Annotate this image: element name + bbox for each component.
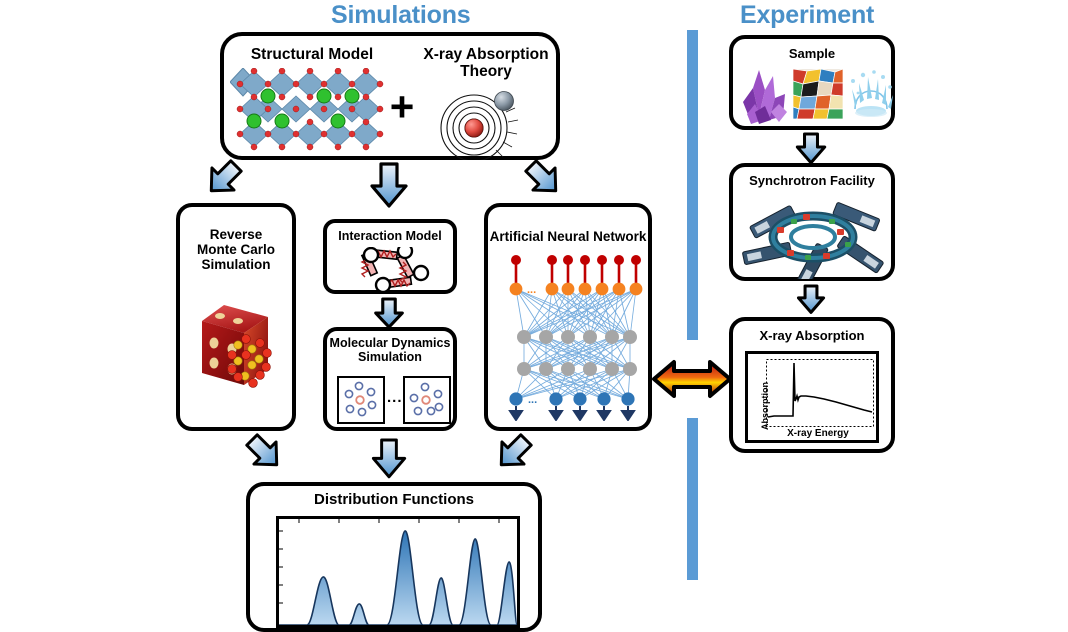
- perovskite-lattice-icon: [230, 68, 384, 151]
- arrow-sample-to-synchrotron: [795, 132, 827, 165]
- artificial-neural-network-box[interactable]: Artificial Neural Network: [484, 203, 652, 431]
- ann-label: Artificial Neural Network: [489, 229, 647, 244]
- arrow-rmc-to-distribution: [245, 433, 279, 467]
- distribution-axis-ticks: [279, 519, 500, 604]
- plus-symbol: +: [389, 83, 415, 130]
- md-label-line1: Molecular Dynamics: [329, 336, 451, 350]
- md-particles-first: [344, 381, 377, 417]
- svg-text:...: ...: [528, 394, 537, 406]
- rmc-label-line3: Simulation: [201, 257, 271, 273]
- water-splash-image: [851, 70, 893, 117]
- rmc-label-line1: Reverse: [209, 227, 263, 242]
- distribution-functions-label: Distribution Functions: [314, 491, 474, 508]
- synchrotron-ring-icon: [742, 202, 884, 279]
- figure-canvas: Simulations Experiment Structural Model …: [176, 1, 895, 632]
- colored-glass-fragments-image: [793, 69, 843, 119]
- xray-absorption-theory-label: X-ray Absorption Theory: [412, 46, 560, 81]
- spring-bonded-atoms-icon: [360, 247, 430, 293]
- dice-with-atoms-icon: [202, 305, 272, 388]
- molecular-dynamics-box[interactable]: Molecular Dynamics Simulation ...: [323, 327, 457, 431]
- xray-absorption-box[interactable]: X-ray Absorption Absorption X-ray Energy: [729, 317, 895, 453]
- md-label: Molecular Dynamics Simulation: [327, 336, 453, 364]
- sample-label: Sample: [788, 46, 836, 61]
- rmc-label-line2: Monte Carlo: [196, 242, 275, 258]
- experiment-column-title: Experiment: [740, 1, 875, 29]
- xas-x-axis-label: X-ray Energy: [787, 428, 849, 439]
- column-divider-upper: [687, 30, 698, 340]
- sample-box[interactable]: Sample: [729, 35, 895, 130]
- md-label-line2: Simulation: [358, 350, 422, 364]
- structural-model-theory-box[interactable]: Structural Model X-ray Absorption Theory: [220, 32, 560, 160]
- md-ellipsis: ...: [387, 389, 403, 406]
- arrow-interaction-to-md: [374, 297, 404, 329]
- column-divider-lower: [687, 418, 698, 580]
- arrow-sim-exp-exchange[interactable]: [652, 360, 732, 398]
- interaction-model-label: Interaction Model: [338, 229, 442, 243]
- svg-text:...: ...: [527, 284, 536, 296]
- simulations-column-title: Simulations: [331, 1, 471, 29]
- arrow-top-to-ann: [524, 159, 558, 193]
- md-snapshot-panel-last: [403, 376, 451, 424]
- interaction-model-box[interactable]: Interaction Model: [323, 219, 457, 294]
- synchrotron-facility-label: Synchrotron Facility: [749, 173, 875, 188]
- xray-absorption-label: X-ray Absorption: [759, 328, 865, 343]
- arrow-ann-to-distribution: [499, 433, 533, 467]
- distribution-functions-plot: [276, 516, 520, 628]
- distribution-functions-box[interactable]: Distribution Functions: [246, 482, 542, 632]
- purple-crystal-image: [743, 70, 787, 124]
- xray-absorption-plot: Absorption X-ray Energy: [745, 351, 879, 443]
- md-snapshot-panel-first: [337, 376, 385, 424]
- xray-absorbing-atom-icon: [440, 91, 519, 160]
- synchrotron-facility-box[interactable]: Synchrotron Facility: [729, 163, 895, 281]
- arrow-synchrotron-to-xas: [796, 284, 826, 314]
- structural-model-label: Structural Model: [250, 46, 374, 63]
- neural-network-icon: ... ...: [508, 255, 643, 421]
- theory-label-line1: X-ray Absorption Theory: [423, 46, 549, 81]
- xas-spectrum-curve: [766, 359, 874, 427]
- reverse-monte-carlo-box[interactable]: Reverse Monte Carlo Simulation: [176, 203, 296, 431]
- arrow-top-to-interaction: [370, 162, 408, 208]
- rmc-label: Reverse Monte Carlo Simulation: [180, 227, 292, 272]
- arrow-md-to-distribution: [371, 438, 407, 479]
- arrow-top-to-rmc: [209, 159, 243, 193]
- md-particles-last: [409, 382, 444, 416]
